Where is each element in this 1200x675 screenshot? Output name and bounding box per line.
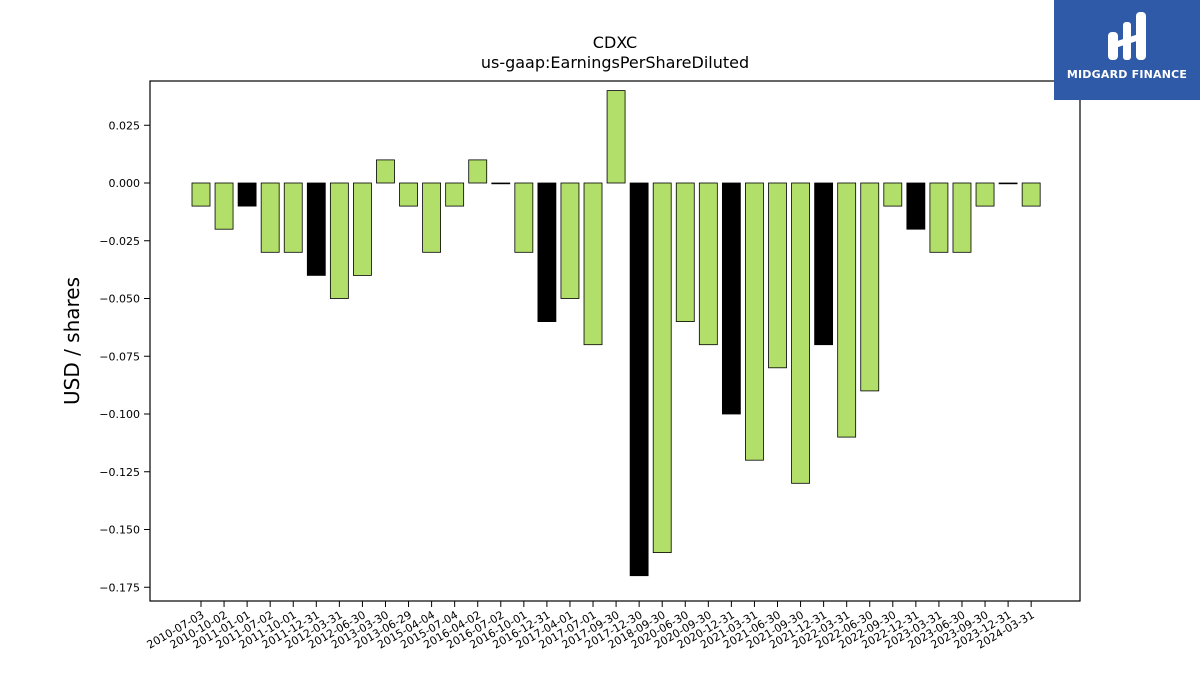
y-ticks-group: 0.025 0.000 −0.025 −0.050 −0.075 −0.100 −0.125… — [99, 119, 150, 594]
bar-2021-03-31 — [745, 182, 764, 461]
bar-2023-03-31 — [929, 182, 949, 253]
bar-2021-09-30 — [791, 182, 810, 484]
bar-2011-07-02 — [260, 182, 280, 253]
bar-2012-06-30 — [353, 182, 372, 276]
bar-2018-09-30 — [652, 182, 672, 554]
bar-2015-07-04 — [445, 182, 465, 207]
bar-2017-07-01 — [583, 182, 603, 346]
chart-title: CDXC — [593, 33, 637, 52]
bar-2022-06-30 — [860, 182, 880, 392]
bar-2010-07-03 — [191, 182, 211, 207]
y-tick-label: −0.050 — [99, 293, 140, 306]
bar-2022-09-30 — [883, 182, 903, 207]
chart-subtitle: us-gaap:EarningsPerShareDiluted — [481, 53, 749, 72]
bar-2016-10-01 — [514, 182, 534, 253]
bar-2016-12-31 — [537, 182, 557, 323]
y-tick-label: 0.000 — [109, 177, 141, 190]
bar-2020-09-30 — [698, 182, 718, 346]
y-tick-label: −0.100 — [99, 408, 140, 421]
y-tick-label: 0.025 — [109, 119, 141, 132]
bar-2021-12-31 — [814, 182, 834, 346]
y-tick-label: −0.125 — [99, 466, 140, 479]
bar-2022-03-31 — [837, 182, 857, 438]
bar-2017-04-01 — [560, 182, 580, 299]
bar-2023-12-31 — [998, 182, 1018, 185]
bar-2016-07-02 — [491, 182, 511, 185]
plot-frame — [149, 80, 1081, 602]
bar-2023-06-30 — [952, 182, 972, 253]
bar-2022-12-31 — [906, 182, 926, 230]
bars-group — [191, 90, 1041, 577]
y-tick-label: −0.175 — [99, 581, 140, 594]
bar-2020-12-31 — [721, 182, 741, 415]
bar-2016-04-02 — [468, 159, 488, 184]
bar-2013-06-29 — [399, 182, 418, 207]
bar-2011-10-01 — [283, 182, 303, 253]
bar-2011-01-01 — [237, 182, 257, 207]
y-tick-label: −0.025 — [99, 235, 140, 248]
bar-2015-04-04 — [422, 182, 442, 253]
y-axis-label: USD / shares — [60, 277, 84, 405]
bar-2020-06-30 — [675, 182, 695, 323]
bar-2017-12-30 — [629, 182, 649, 577]
bar-2023-09-30 — [975, 182, 995, 207]
y-tick-label: −0.075 — [99, 350, 140, 363]
bar-2024-03-31 — [1021, 182, 1041, 207]
bar-2021-06-30 — [768, 182, 787, 369]
bar-2013-03-30 — [376, 159, 395, 184]
bar-2011-12-31 — [306, 182, 326, 276]
x-ticks-group: 2010-07-032010-10-022011-01-012011-07-02… — [145, 601, 1037, 652]
bar-2012-03-31 — [329, 182, 349, 299]
y-tick-label: −0.150 — [99, 524, 140, 537]
midgard-logo-icon — [1108, 12, 1146, 60]
bar-2010-10-02 — [214, 182, 234, 230]
bar-2017-09-30 — [606, 90, 626, 184]
brand-name: MIDGARD FINANCE — [1066, 68, 1188, 81]
brand-logo: MIDGARD FINANCE — [1054, 0, 1200, 100]
